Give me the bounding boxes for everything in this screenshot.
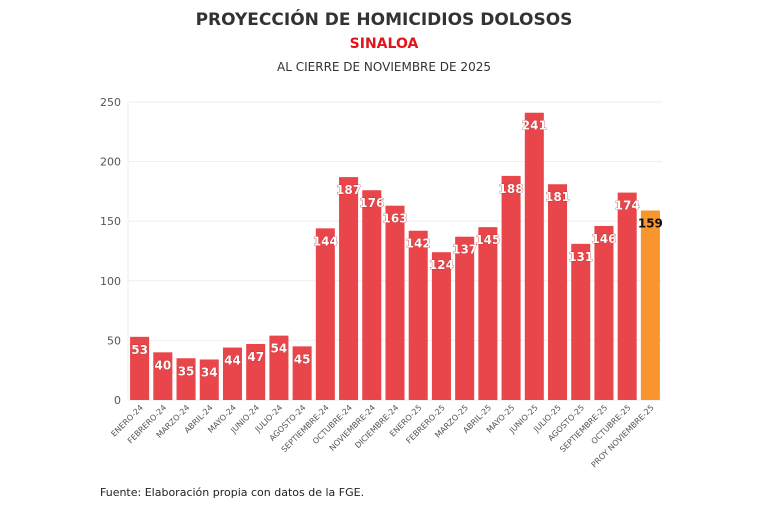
y-tick-label: 150 xyxy=(100,215,121,228)
bar xyxy=(617,192,637,400)
bar xyxy=(222,347,242,400)
y-tick-label: 200 xyxy=(100,156,121,169)
data-label: 146 xyxy=(591,232,616,246)
data-label: 44 xyxy=(224,354,241,368)
chart-subtitle-date: AL CIERRE DE NOVIEMBRE DE 2025 xyxy=(277,60,491,74)
bar xyxy=(640,210,660,400)
data-label: 159 xyxy=(638,216,663,230)
data-label: 241 xyxy=(522,119,547,133)
data-label: 54 xyxy=(271,342,288,356)
y-tick-label: 50 xyxy=(107,334,121,347)
bar xyxy=(524,112,544,400)
bar xyxy=(292,346,312,400)
y-tick-label: 100 xyxy=(100,275,121,288)
data-label: 174 xyxy=(615,199,640,213)
data-label: 124 xyxy=(429,258,454,272)
bar xyxy=(199,359,219,400)
data-label: 131 xyxy=(568,250,593,264)
bar xyxy=(130,336,150,400)
bar xyxy=(385,205,405,400)
bar xyxy=(339,177,359,400)
chart-subtitle: SINALOA xyxy=(349,36,419,52)
bar xyxy=(548,184,568,400)
data-label: 188 xyxy=(499,182,524,196)
data-label: 47 xyxy=(247,350,264,364)
bar xyxy=(269,335,289,400)
source-note: Fuente: Elaboración propia con datos de … xyxy=(100,486,365,499)
bar xyxy=(153,352,173,400)
data-label: 163 xyxy=(382,212,407,226)
data-label: 181 xyxy=(545,190,570,204)
bar xyxy=(408,230,428,400)
data-label: 137 xyxy=(452,243,477,257)
data-label: 187 xyxy=(336,183,361,197)
data-label: 176 xyxy=(359,196,384,210)
data-label: 40 xyxy=(154,358,171,372)
bar xyxy=(571,243,591,400)
bar xyxy=(501,175,521,400)
bar xyxy=(594,225,614,400)
bar xyxy=(246,343,266,400)
y-tick-label: 250 xyxy=(100,96,121,109)
data-label: 34 xyxy=(201,365,218,379)
bar xyxy=(362,190,382,400)
bar xyxy=(431,252,451,400)
bar xyxy=(176,358,196,400)
bar xyxy=(455,236,475,400)
chart-title: PROYECCIÓN DE HOMICIDIOS DOLOSOS xyxy=(195,10,573,30)
data-label: 45 xyxy=(294,352,311,366)
bar xyxy=(478,227,498,400)
bar xyxy=(315,228,335,400)
data-label: 35 xyxy=(178,364,195,378)
data-label: 53 xyxy=(131,343,148,357)
data-label: 144 xyxy=(313,234,338,248)
data-label: 145 xyxy=(475,233,500,247)
y-tick-label: 0 xyxy=(114,394,121,407)
data-label: 142 xyxy=(406,237,431,251)
